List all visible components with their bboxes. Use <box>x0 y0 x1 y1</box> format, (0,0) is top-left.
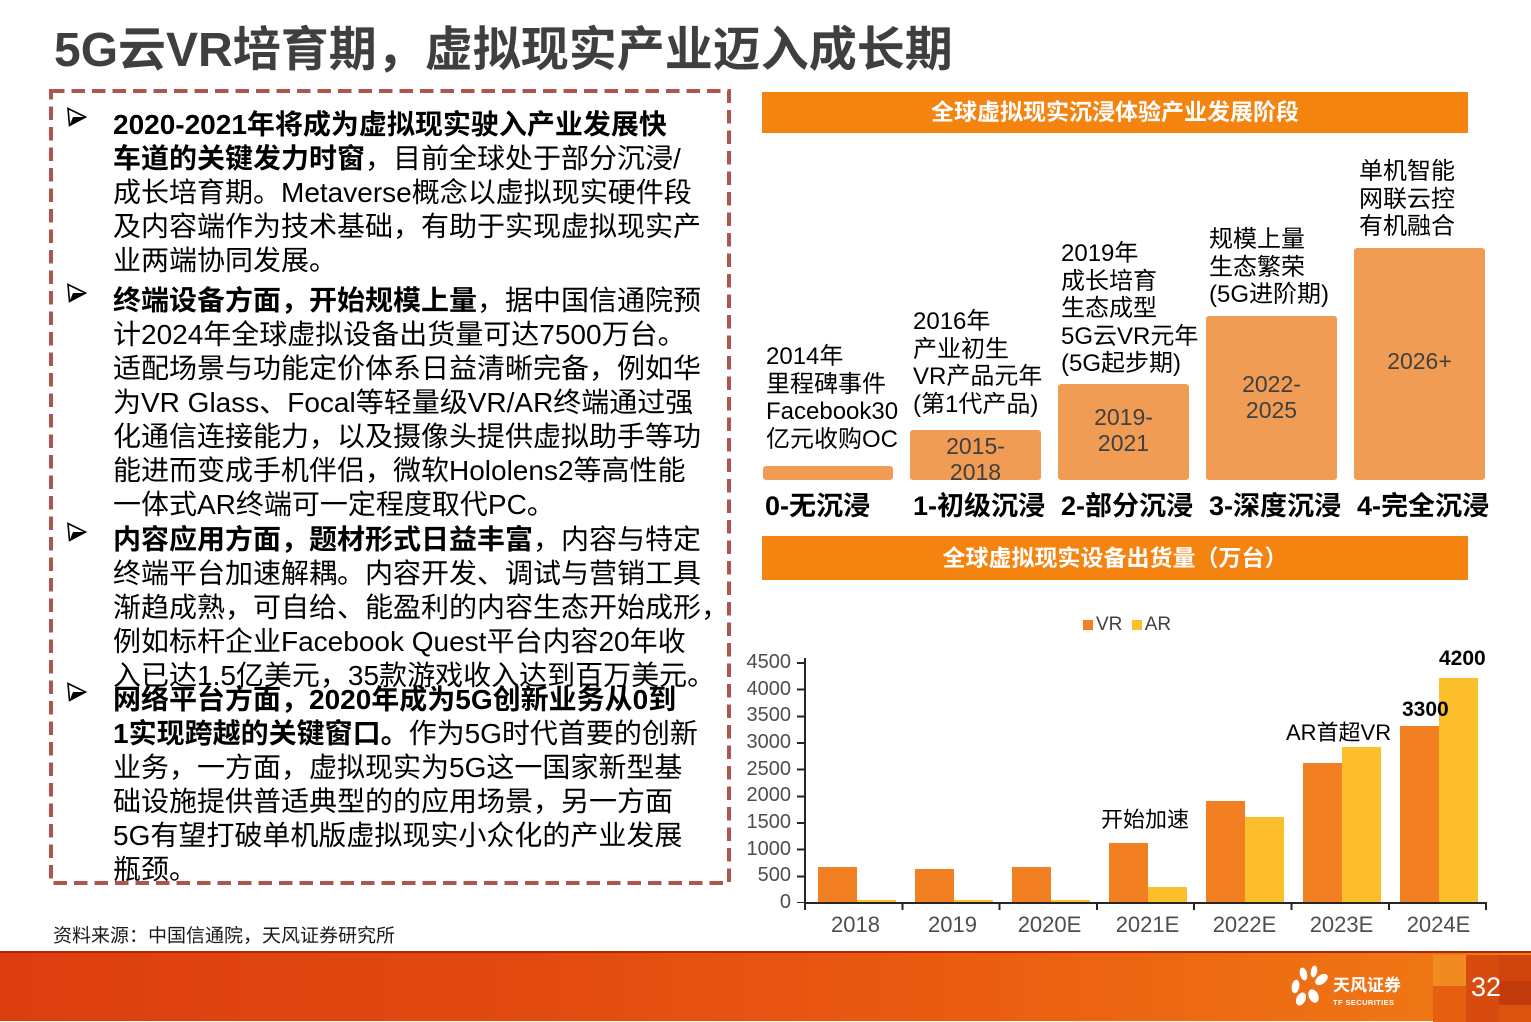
svg-text:TF SECURITIES: TF SECURITIES <box>1333 998 1394 1007</box>
svg-text:天风证券: 天风证券 <box>1333 976 1401 995</box>
